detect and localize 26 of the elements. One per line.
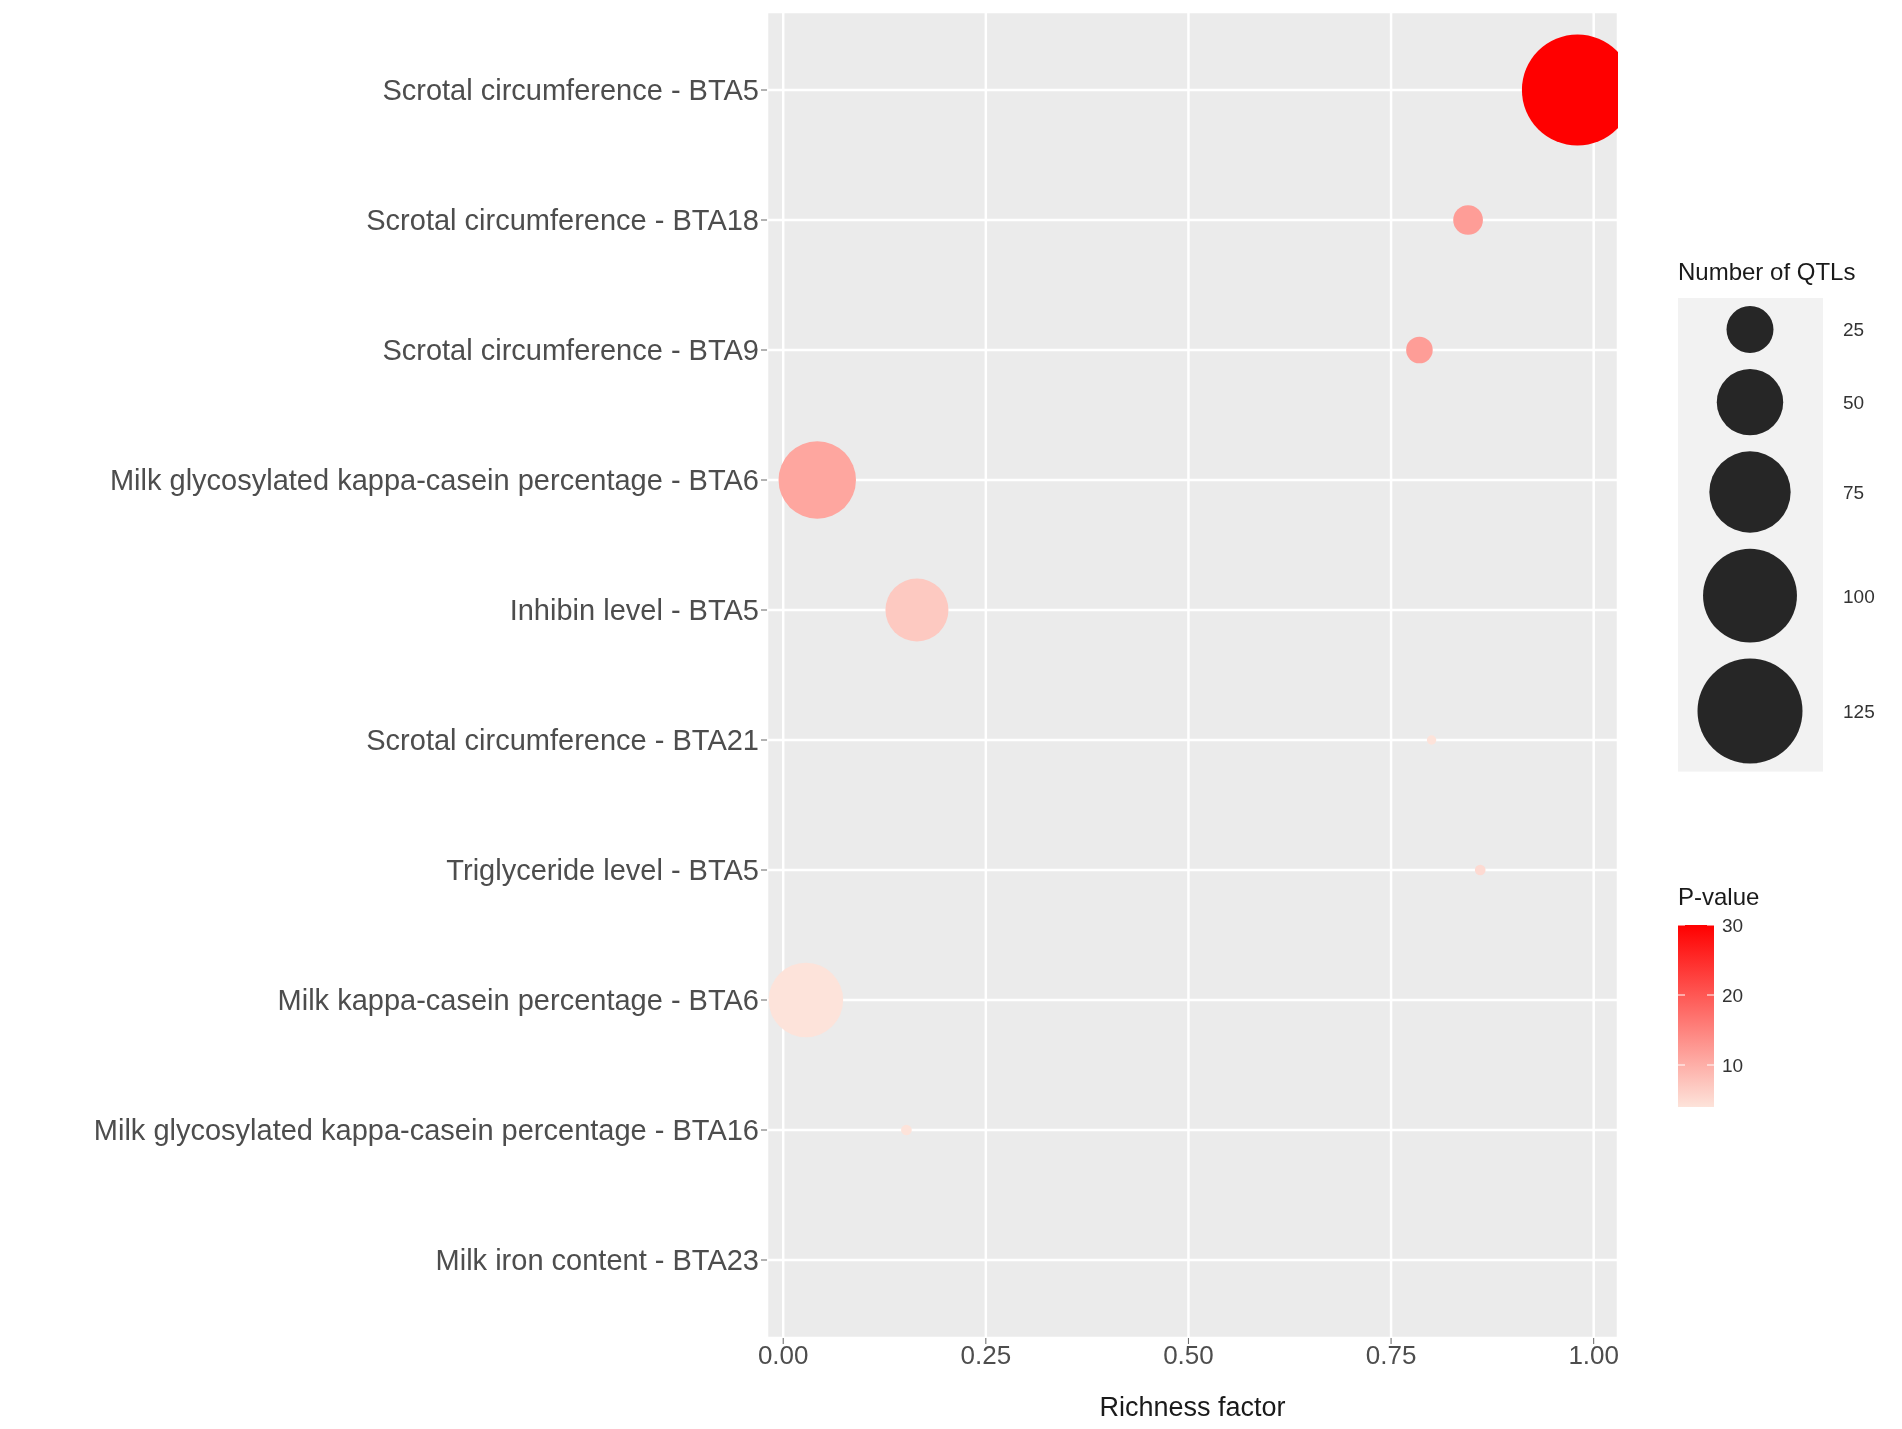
color-bar-label: 30 — [1722, 915, 1744, 936]
y-tick-label: Scrotal circumference - BTA9 — [382, 334, 759, 367]
legend-title: Number of QTLs — [1678, 258, 1856, 286]
y-tick-label: Triglyceride level - BTA5 — [446, 854, 759, 887]
x-axis-title: Richness factor — [1099, 1392, 1286, 1422]
x-tick-label: 0.75 — [1365, 1340, 1417, 1371]
x-tick-label: 0.50 — [1163, 1340, 1214, 1371]
legend-label: 100 — [1843, 585, 1875, 607]
y-tick-label: Scrotal circumference - BTA21 — [366, 724, 759, 757]
color-bar-label: 20 — [1722, 985, 1744, 1006]
legend-label: 75 — [1843, 482, 1865, 504]
x-tick-label: 0.00 — [757, 1340, 809, 1371]
y-tick-label: Milk glycosylated kappa-casein percentage - BTA6 — [109, 464, 759, 497]
legend-label: 50 — [1843, 392, 1865, 414]
x-tick-label: 1.00 — [1568, 1340, 1619, 1371]
color-bar-title: P-value — [1678, 883, 1760, 911]
legend-label: 125 — [1843, 701, 1875, 723]
y-tick-label: Milk glycosylated kappa-casein percentage - BTA16 — [93, 1114, 759, 1147]
y-tick-label: Milk kappa-casein percentage - BTA6 — [277, 984, 759, 1017]
color-bar-label: 10 — [1722, 1055, 1744, 1076]
y-tick-label: Scrotal circumference - BTA18 — [366, 204, 759, 237]
x-tick-label: 0.25 — [960, 1340, 1012, 1371]
legend-label: 25 — [1843, 319, 1865, 341]
y-tick-label: Milk iron content - BTA23 — [435, 1244, 759, 1277]
y-tick-label: Inhibin level - BTA5 — [509, 594, 759, 627]
y-tick-label: Scrotal circumference - BTA5 — [382, 74, 759, 107]
